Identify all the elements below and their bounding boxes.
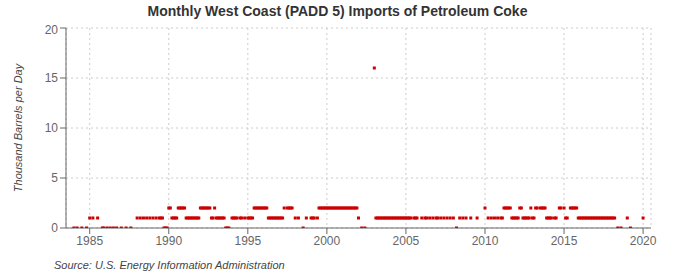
svg-text:20: 20: [45, 23, 59, 37]
svg-text:2020: 2020: [630, 234, 657, 248]
svg-text:2005: 2005: [393, 234, 420, 248]
svg-text:5: 5: [51, 171, 58, 185]
html-text:Monthly West Coast (PADD 5) Im: Monthly West Coast (PADD 5) Imports of P…: [147, 3, 528, 19]
html-text:Source: U.S. Energy Informatio: Source: U.S. Energy Information Administ…: [54, 259, 285, 271]
svg-text:2010: 2010: [472, 234, 499, 248]
svg-text:1995: 1995: [234, 234, 261, 248]
svg-text:2000: 2000: [314, 234, 341, 248]
svg-text:10: 10: [45, 121, 59, 135]
svg-text:1990: 1990: [155, 234, 182, 248]
svg-text:15: 15: [45, 71, 59, 85]
svg-text:0: 0: [51, 221, 58, 235]
svg-text:Thousand Barrels per Day: Thousand Barrels per Day: [12, 62, 24, 192]
svg-text:1985: 1985: [76, 234, 103, 248]
svg-text:2015: 2015: [551, 234, 578, 248]
